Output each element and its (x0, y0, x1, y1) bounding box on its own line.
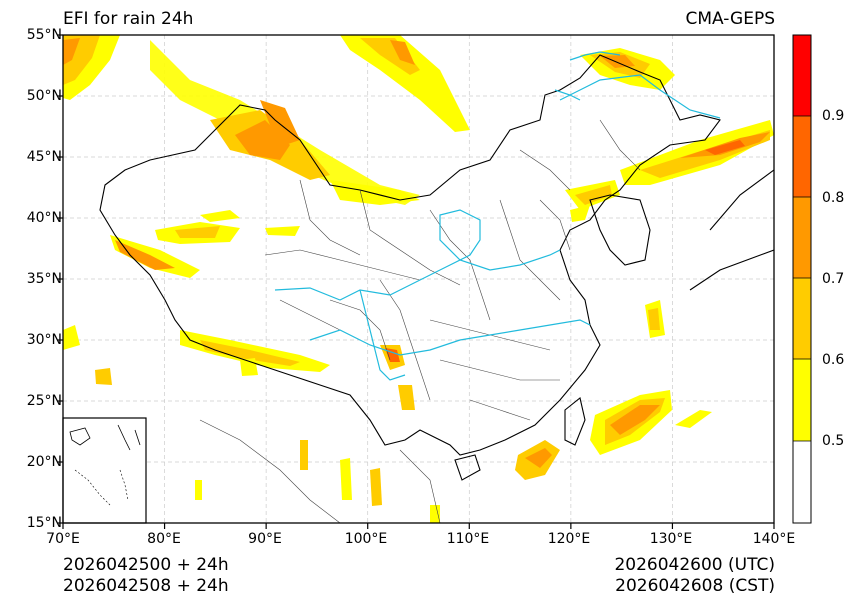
lat-tick-label: 35°N (26, 271, 62, 287)
colorbar-label: 0.8 (822, 190, 845, 206)
lon-tick-label: 90°E (248, 531, 282, 547)
lon-tick-label: 100°E (344, 531, 388, 547)
lon-tick-label: 120°E (547, 531, 591, 547)
colorbar-label: 0.9 (822, 108, 845, 124)
valid-time-cst: 2026042608 (CST) (615, 576, 775, 596)
lon-tick-label: 80°E (147, 531, 181, 547)
lat-tick-label: 40°N (26, 210, 62, 226)
south-china-sea-inset (62, 417, 147, 524)
valid-time-utc: 2026042600 (UTC) (614, 555, 775, 575)
colorbar (792, 34, 812, 524)
lat-tick-label: 50°N (26, 88, 62, 104)
colorbar-label: 0.6 (822, 352, 845, 368)
lat-tick-label: 25°N (26, 393, 62, 409)
lat-tick-label: 15°N (26, 515, 62, 531)
colorbar-bin (793, 441, 811, 523)
lat-tick-label: 20°N (26, 454, 62, 470)
lon-tick-label: 130°E (649, 531, 693, 547)
colorbar-bin (793, 359, 811, 441)
colorbar-bin (793, 197, 811, 278)
country-borders (63, 54, 774, 523)
init-time-cst: 2026042508 + 24h (63, 576, 229, 596)
lon-tick-label: 70°E (46, 531, 80, 547)
colorbar-label: 0.7 (822, 271, 845, 287)
province-borders (199, 119, 641, 523)
lat-tick-label: 45°N (26, 149, 62, 165)
colorbar-bin (793, 116, 811, 197)
model-name: CMA-GEPS (685, 9, 775, 29)
init-time-utc: 2026042500 + 24h (63, 555, 229, 575)
lon-tick-label: 110°E (446, 531, 490, 547)
colorbar-bin (793, 278, 811, 359)
efi-shading (63, 35, 774, 523)
rivers (274, 51, 721, 381)
lat-tick-label: 55°N (26, 27, 62, 43)
colorbar-bin (793, 35, 811, 116)
lat-tick-label: 30°N (26, 332, 62, 348)
axis-ticks (57, 34, 775, 529)
lon-tick-label: 140°E (752, 531, 796, 547)
colorbar-label: 0.5 (822, 433, 845, 449)
map-title: EFI for rain 24h (63, 9, 194, 29)
graticule (63, 35, 774, 523)
